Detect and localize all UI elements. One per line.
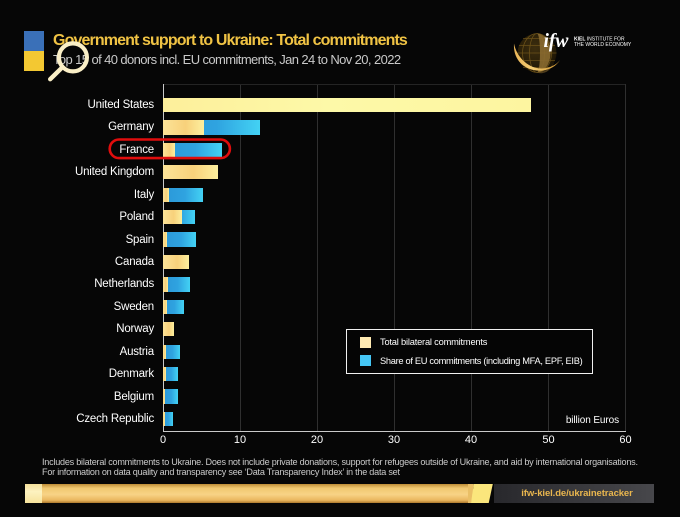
svg-text:KIEL INSTITUTE FOR: KIEL INSTITUTE FOR — [574, 37, 625, 43]
svg-text:THE WORLD ECONOMY: THE WORLD ECONOMY — [574, 42, 632, 48]
svg-text:ifw: ifw — [544, 31, 570, 52]
